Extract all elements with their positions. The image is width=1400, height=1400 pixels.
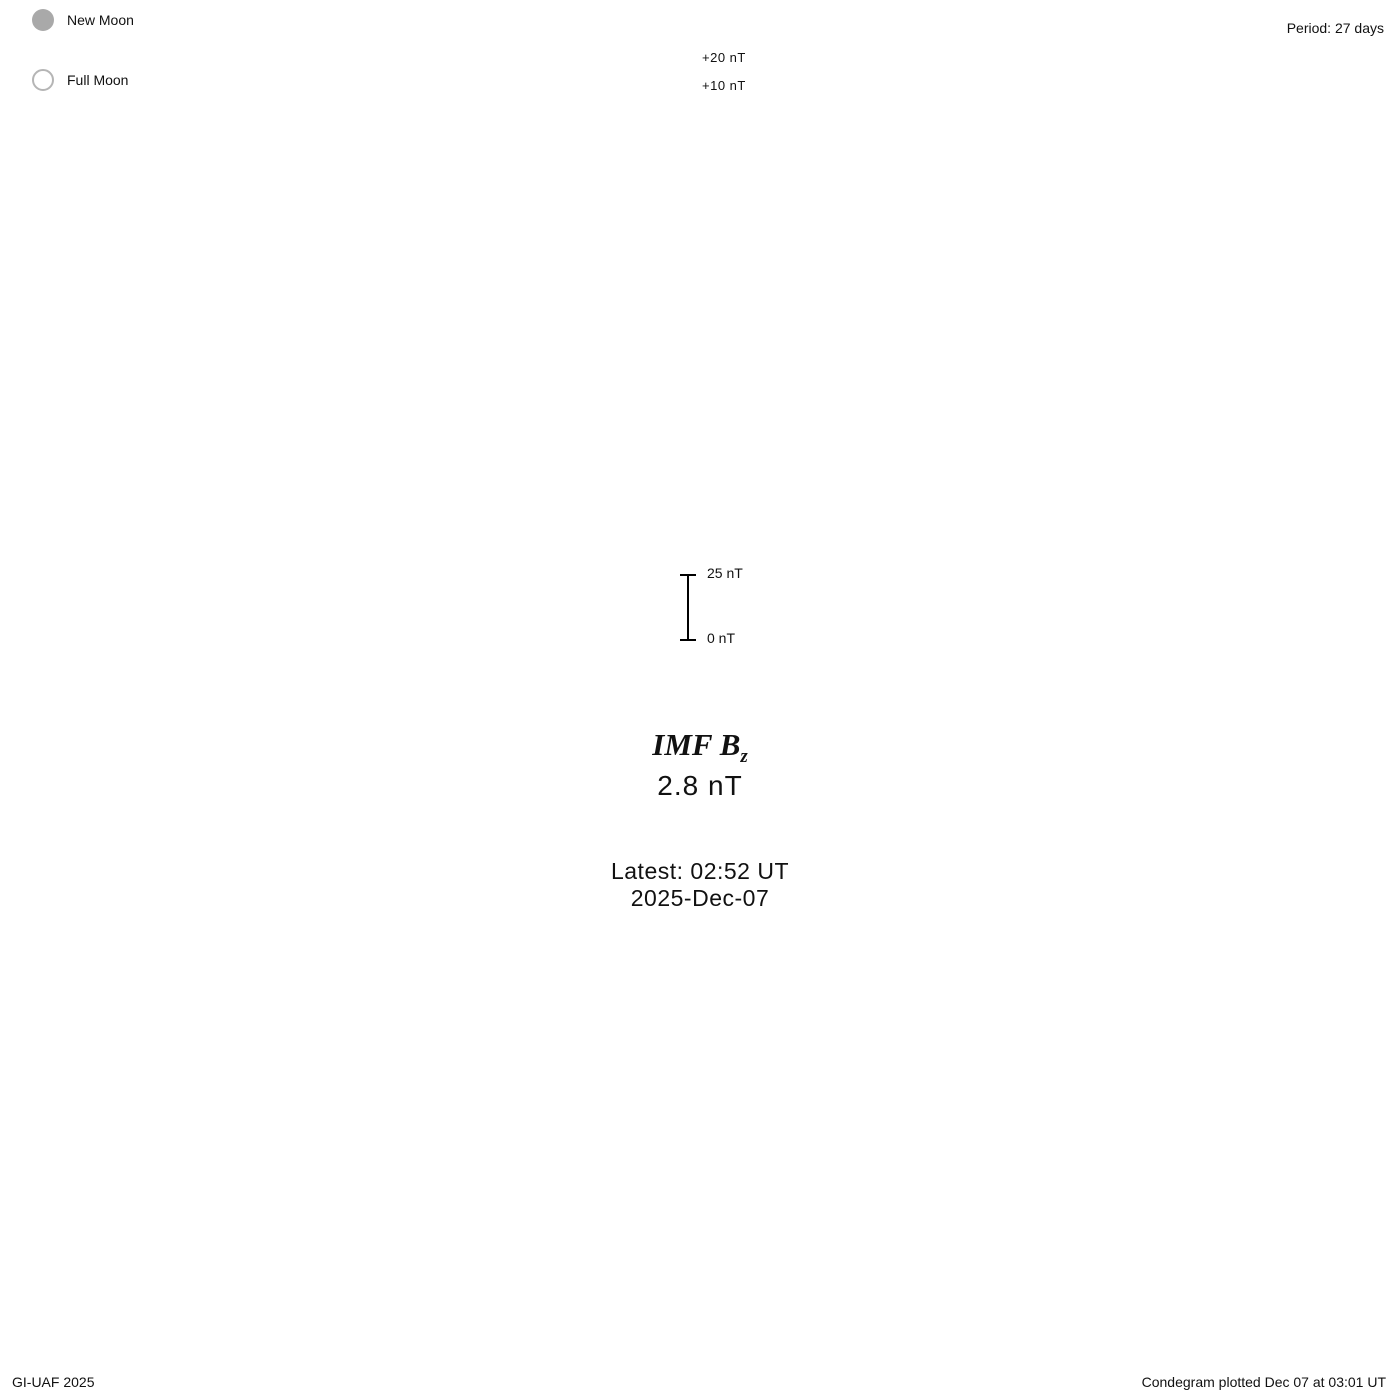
nt-scale-bar [680,574,696,641]
legend-new-moon: New Moon [32,9,134,31]
period-label: Period: 27 days [1286,20,1384,36]
scale-25nt-label: 25 nT [707,565,743,581]
full-moon-icon [32,69,54,91]
legend-full-moon: Full Moon [32,69,128,91]
plus10-nt-label: +10 nT [702,78,746,93]
plotted-time-label: Condegram plotted Dec 07 at 03:01 UT [1141,1374,1386,1390]
latest-date-label: 2025-Dec-07 [630,885,770,911]
scale-0nt-label: 0 nT [707,630,736,646]
imf-bz-title: IMF Bz [652,727,748,768]
imf-bz-current-value: 2.8 nT [657,770,743,801]
legend-label-full-moon: Full Moon [67,72,129,88]
credit-label: GI-UAF 2025 [12,1374,95,1390]
new-moon-icon [32,9,54,31]
plus20-nt-label: +20 nT [702,50,746,65]
latest-time-label: Latest: 02:52 UT [610,858,790,884]
legend-label-new-moon: New Moon [67,12,134,28]
